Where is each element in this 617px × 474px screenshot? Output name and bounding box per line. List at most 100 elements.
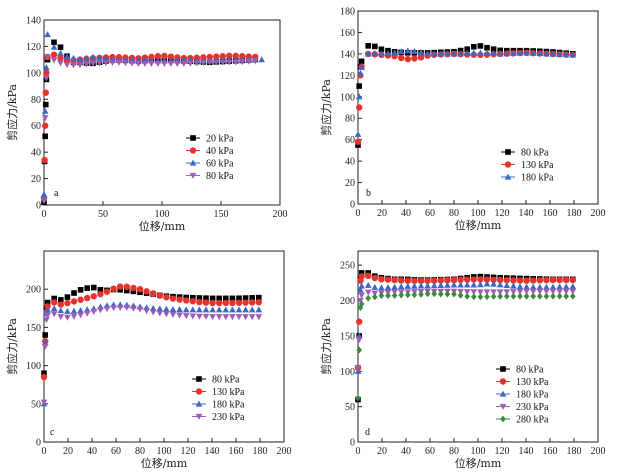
data-point — [70, 62, 77, 69]
data-point — [358, 58, 365, 65]
data-point — [365, 43, 371, 49]
legend-marker — [500, 415, 506, 423]
legend-marker — [196, 376, 202, 382]
y-tick-label: 40 — [31, 148, 41, 159]
y-axis-label: 剪应力/kPa — [319, 318, 333, 375]
data-point — [43, 75, 50, 82]
legend-marker — [500, 366, 506, 372]
data-point — [398, 291, 404, 299]
data-point — [364, 281, 372, 288]
legend-marker — [499, 403, 507, 410]
data-point — [229, 306, 236, 313]
data-point — [90, 309, 98, 316]
data-point — [206, 59, 214, 66]
data-point — [51, 299, 58, 306]
data-point — [556, 276, 563, 284]
data-point — [176, 296, 183, 303]
data-point — [497, 276, 504, 284]
x-tick-label: 160 — [229, 446, 244, 457]
data-point — [391, 49, 398, 56]
plot-frame — [357, 10, 599, 205]
data-point — [378, 46, 385, 53]
data-point — [397, 48, 405, 55]
data-point — [102, 60, 110, 67]
legend-marker — [189, 159, 197, 166]
x-tick-label: 180 — [567, 446, 582, 457]
x-tick-label: 120 — [495, 208, 510, 219]
data-point — [503, 281, 511, 288]
data-point — [483, 280, 491, 287]
data-point — [570, 292, 576, 300]
panel-letter: a — [54, 188, 59, 199]
legend-marker — [195, 413, 203, 420]
data-point — [510, 282, 517, 289]
data-point — [130, 288, 137, 295]
data-point — [365, 294, 371, 302]
data-point — [41, 339, 49, 346]
data-point — [411, 282, 418, 289]
y-tick-label: 0 — [350, 200, 355, 211]
data-point — [42, 133, 48, 140]
series-4 — [355, 290, 576, 402]
data-point — [70, 313, 78, 320]
data-point — [464, 276, 471, 283]
data-point — [209, 314, 216, 321]
data-point — [248, 306, 256, 313]
data-point — [200, 60, 207, 67]
x-tick-label: 140 — [519, 446, 534, 457]
y-tick-label: 100 — [26, 68, 41, 79]
data-point — [90, 293, 98, 300]
data-point — [411, 55, 418, 62]
data-point — [215, 314, 223, 321]
data-point — [358, 273, 365, 280]
y-tick-label: 50 — [345, 402, 355, 413]
data-point — [569, 51, 577, 58]
data-point — [110, 305, 117, 312]
data-point — [411, 48, 418, 55]
data-point — [371, 49, 379, 56]
data-point — [444, 50, 451, 57]
data-point — [57, 54, 64, 62]
data-point — [430, 50, 438, 57]
data-point — [242, 299, 249, 306]
data-point — [430, 282, 438, 289]
data-point — [569, 283, 577, 290]
data-point — [470, 49, 478, 56]
data-point — [196, 313, 203, 320]
data-point — [384, 276, 392, 283]
data-point — [219, 59, 227, 66]
data-point — [437, 277, 444, 284]
data-point — [483, 49, 491, 56]
data-point — [96, 60, 103, 67]
series-1 — [40, 283, 262, 381]
legend-label: 80 kPa — [516, 365, 544, 376]
data-point — [40, 373, 48, 381]
data-point — [190, 294, 196, 301]
data-point — [549, 283, 557, 290]
data-point — [391, 283, 398, 290]
data-point — [457, 288, 464, 295]
x-tick-label: 200 — [277, 446, 292, 457]
data-point — [484, 44, 490, 51]
y-tick-label: 20 — [345, 178, 355, 189]
data-point — [156, 305, 164, 312]
data-point — [451, 290, 457, 298]
data-point — [483, 276, 491, 283]
data-point — [563, 276, 570, 284]
data-point — [255, 306, 263, 313]
legend-label: 180 kPa — [521, 173, 554, 184]
data-point — [490, 293, 497, 300]
data-point — [63, 53, 71, 60]
data-point — [490, 289, 497, 296]
x-tick-label: 0 — [356, 446, 361, 457]
data-point — [51, 295, 57, 302]
data-point — [182, 306, 190, 313]
data-point — [42, 332, 48, 338]
data-point — [249, 299, 256, 306]
data-point — [417, 48, 425, 55]
data-point — [57, 49, 64, 56]
x-tick-label: 60 — [111, 446, 121, 457]
data-point — [510, 289, 517, 296]
data-point — [371, 274, 378, 282]
